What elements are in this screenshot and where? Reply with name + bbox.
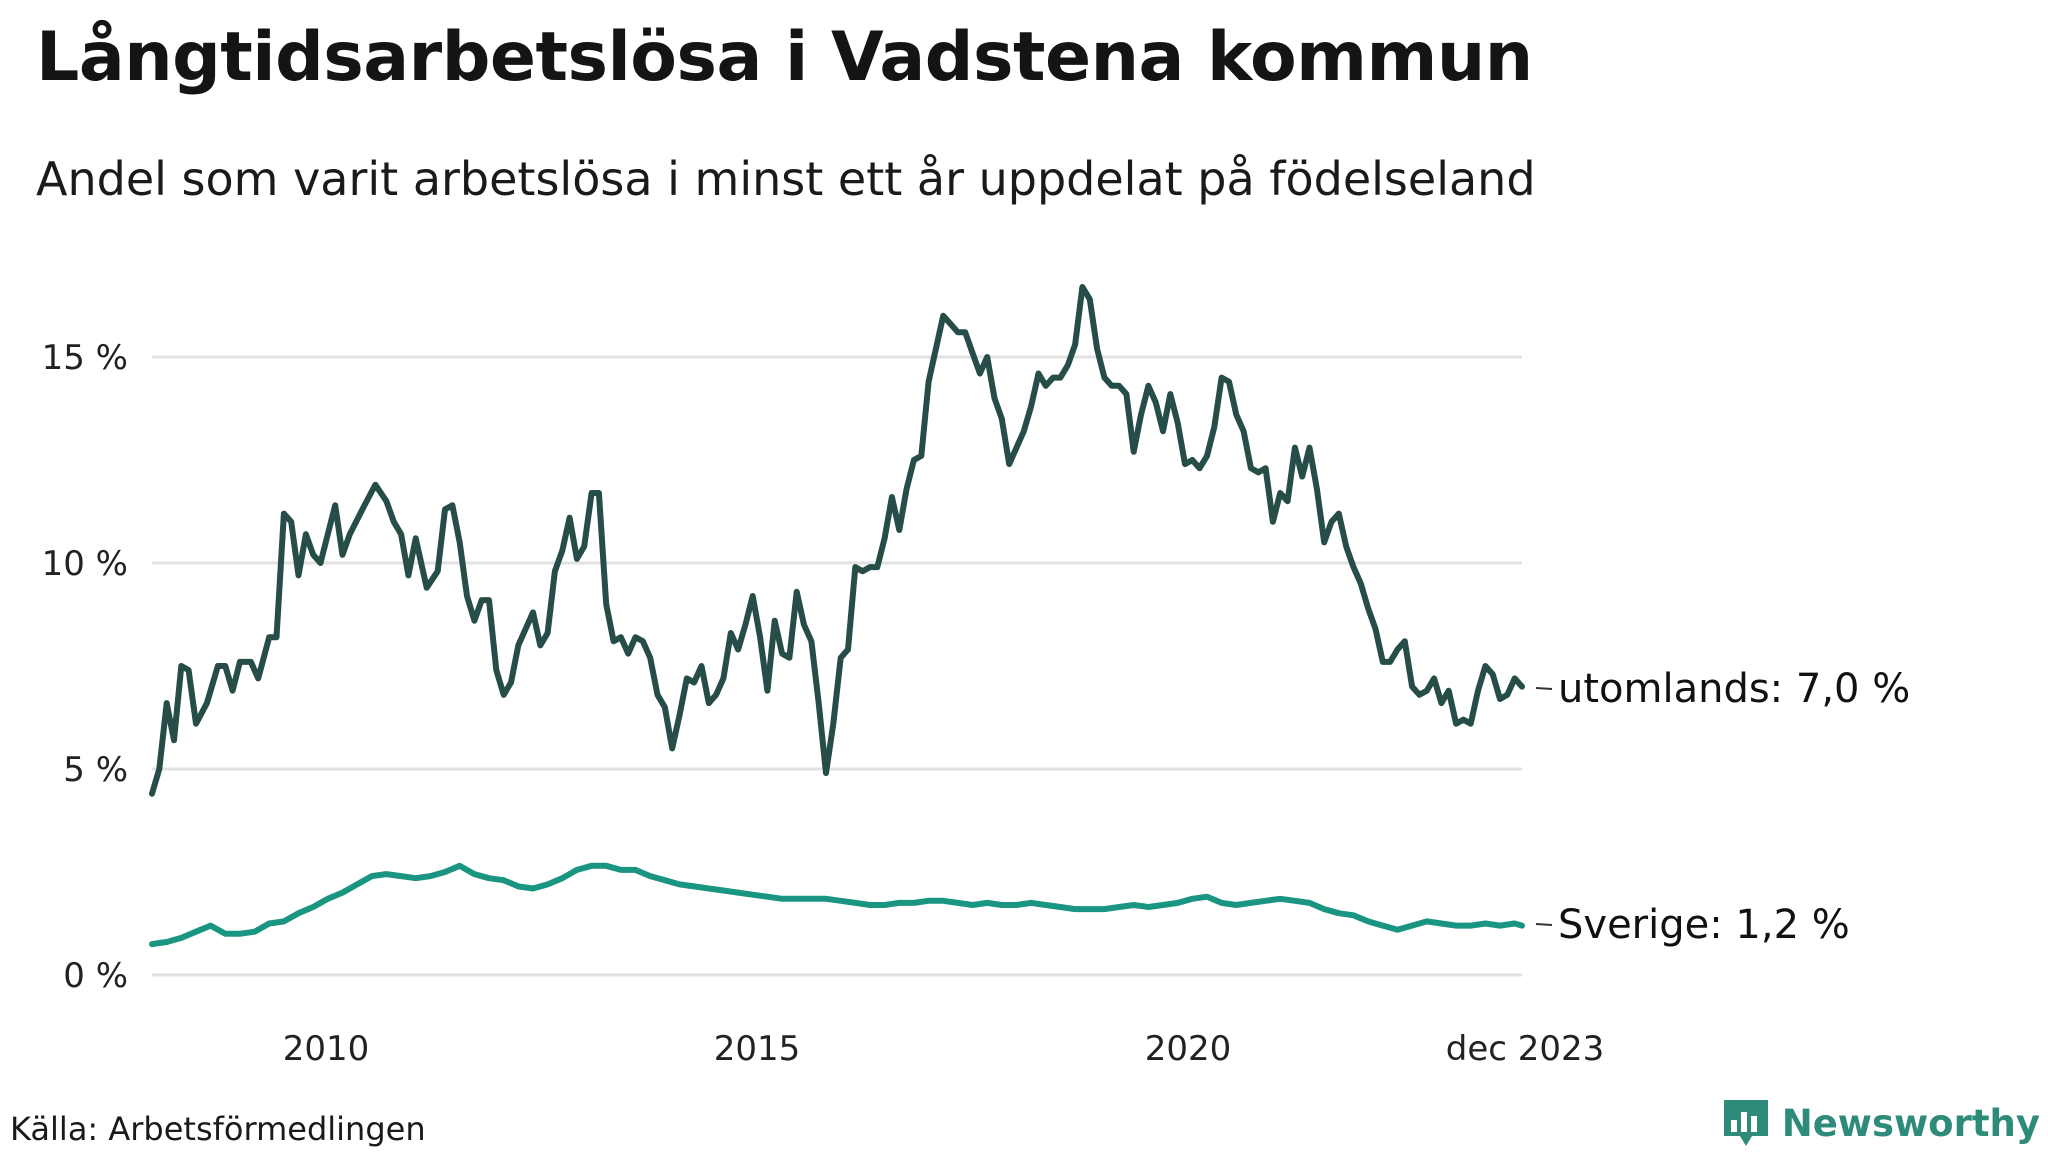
brand-name: Newsworthy [1781, 1101, 2040, 1145]
end-labels: utomlands: 7,0 % Sverige: 1,2 % [1535, 666, 1910, 948]
brand: Newsworthy [1722, 1098, 2040, 1148]
newsworthy-logo-icon [1723, 1100, 1768, 1146]
source-note: Källa: Arbetsförmedlingen [10, 1110, 426, 1148]
y-tick-label: 5 % [63, 750, 128, 790]
x-tick-label: 2010 [283, 1029, 370, 1069]
x-tick-label: 2020 [1145, 1029, 1232, 1069]
end-label-leader [1535, 923, 1553, 926]
gridlines [152, 355, 1522, 977]
y-tick-label: 0 % [63, 956, 128, 996]
series-lines [149, 284, 1525, 948]
chart-subtitle: Andel som varit arbetslösa i minst ett å… [36, 152, 1536, 206]
series-line-sverige [149, 862, 1525, 948]
end-label-leader [1535, 687, 1553, 690]
chart-title: Långtidsarbetslösa i Vadstena kommun [36, 18, 1533, 97]
x-tick-label: 2015 [714, 1029, 801, 1069]
end-label-utomlands: utomlands: 7,0 % [1558, 666, 1910, 712]
x-tick-label: dec 2023 [1446, 1029, 1605, 1069]
y-axis-ticks: 0 % 5 % 10 % 15 % [42, 338, 128, 996]
y-tick-label: 15 % [42, 338, 128, 378]
x-axis-ticks: 2010 2015 2020 dec 2023 [283, 1029, 1605, 1069]
series-line-utomlands [149, 284, 1525, 797]
end-label-sverige: Sverige: 1,2 % [1558, 902, 1850, 948]
y-tick-label: 10 % [42, 544, 128, 584]
